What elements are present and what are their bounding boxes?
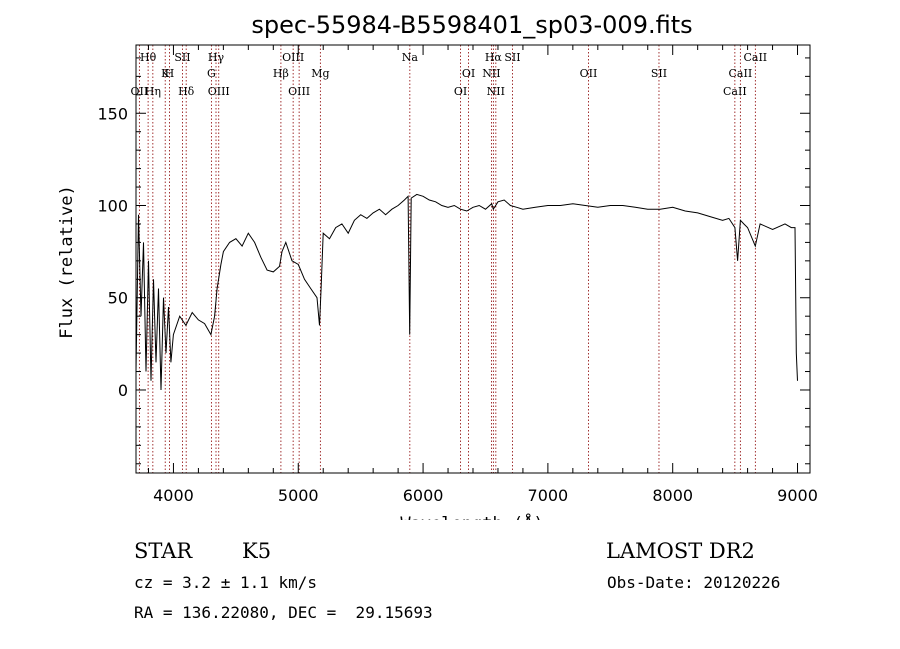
spectral-line-label: Hβ (273, 67, 289, 80)
spectral-line-label: OII (131, 85, 149, 98)
x-tick-label: 6000 (403, 486, 444, 505)
subclass: K5 (242, 539, 272, 563)
coordinates: RA = 136.22080, DEC = 29.15693 (134, 603, 433, 622)
spectral-line-label: Hγ (208, 51, 225, 64)
spectral-line-label: Hδ (178, 85, 195, 98)
object-class: STAR (134, 539, 193, 563)
spectral-line-label: CaII (743, 51, 767, 64)
y-axis-ticks: 0 50 100 150 (97, 57, 810, 465)
y-tick-label: 150 (97, 104, 128, 123)
x-tick-label: 7000 (528, 486, 569, 505)
chart-title: spec-55984-B5598401_sp03-009.fits (251, 11, 692, 39)
spectral-line-markers (138, 45, 756, 473)
y-tick-label: 100 (97, 197, 128, 216)
spectral-line-label: G (207, 67, 216, 80)
spectral-line-label: CaII (729, 67, 753, 80)
spectral-line-label: SII (174, 51, 190, 64)
y-tick-label: 50 (108, 289, 128, 308)
spectrum-chart: spec-55984-B5598401_sp03-009.fits OII Hθ H… (57, 11, 818, 520)
redshift-text: cz = 3.2 ± 1.1 km/s (134, 573, 318, 592)
spectral-line-label: Hθ (140, 51, 157, 64)
spectral-line-label: OII (580, 67, 598, 80)
y-axis-label: Flux (relative) (57, 185, 77, 339)
x-tick-label: 4000 (153, 486, 194, 505)
x-axis-ticks: 4000 5000 6000 7000 8000 9000 (147, 45, 818, 505)
spectral-line-label: SII (651, 67, 667, 80)
spectral-line-label: OIII (208, 85, 230, 98)
x-tick-label: 9000 (777, 486, 818, 505)
survey-name: LAMOST DR2 (606, 539, 755, 563)
x-axis-label: Wavelength (Å) (400, 512, 543, 520)
spectral-line-label: Na (402, 51, 419, 64)
spectral-line-label: Hα (485, 51, 503, 64)
spectral-line-label: CaII (723, 85, 747, 98)
x-tick-label: 8000 (652, 486, 693, 505)
spectral-line-label: OIII (282, 51, 304, 64)
spectral-line-label: OI (462, 67, 475, 80)
y-tick-label: 0 (118, 381, 128, 400)
spectral-line-label: SII (504, 51, 520, 64)
spectral-line-label: K (161, 67, 170, 80)
spectral-line-label: NII (482, 67, 500, 80)
obs-date: Obs-Date: 20120226 (607, 573, 781, 592)
spectral-line-label: NII (487, 85, 505, 98)
spectrum-line (135, 193, 798, 391)
x-tick-label: 5000 (278, 486, 319, 505)
spectral-line-label: OI (454, 85, 467, 98)
plot-frame (135, 44, 811, 474)
spectral-line-label: Mg (311, 67, 329, 80)
spectral-line-label: H (165, 67, 175, 80)
spectral-line-label: OIII (288, 85, 310, 98)
spectral-line-label: Hη (145, 85, 161, 98)
